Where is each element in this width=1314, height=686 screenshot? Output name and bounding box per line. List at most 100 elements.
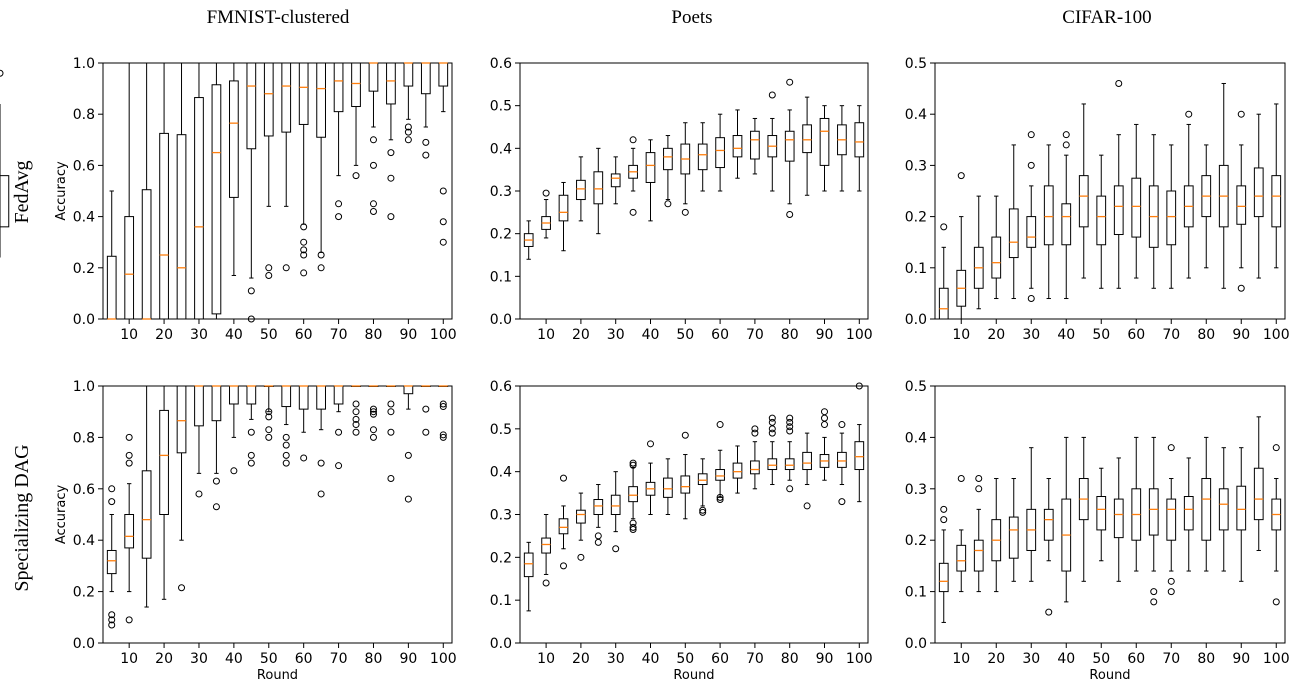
- y-tick-label: 0.2: [73, 585, 95, 601]
- x-tick-label: 60: [295, 327, 313, 343]
- box-10: [124, 62, 135, 320]
- box-35: [211, 62, 222, 320]
- box-body: [368, 62, 379, 92]
- x-tick-label: 100: [846, 327, 873, 343]
- flier-point: [439, 400, 447, 408]
- axes-frame: [934, 385, 1286, 644]
- box-85: [1218, 447, 1229, 572]
- flier-point: [957, 172, 965, 180]
- box-body: [141, 470, 152, 559]
- flier-point: [1185, 110, 1193, 118]
- flier-point: [1027, 295, 1035, 303]
- x-tick-label: 70: [1162, 651, 1180, 667]
- flier-point: [768, 414, 776, 422]
- flier-point: [108, 611, 116, 619]
- flier-point: [1115, 79, 1123, 87]
- y-tick-label: 0.4: [73, 533, 95, 549]
- box-80: [368, 62, 379, 215]
- flier-point: [108, 621, 116, 629]
- x-tick-label: 60: [711, 651, 729, 667]
- x-tick-label: 80: [365, 651, 383, 667]
- box-10: [124, 433, 135, 624]
- flier-point: [940, 516, 948, 524]
- flier-point: [439, 431, 447, 439]
- flier-point: [387, 400, 395, 408]
- box-body: [0, 175, 10, 228]
- box-75: [1183, 110, 1194, 279]
- flier-point: [387, 149, 395, 157]
- box-body: [854, 122, 865, 158]
- box-70: [333, 62, 344, 221]
- x-tick-label: 60: [295, 651, 313, 667]
- flier-point: [387, 428, 395, 436]
- x-tick-label: 20: [155, 651, 173, 667]
- box-body: [194, 97, 204, 320]
- box-5: [938, 505, 949, 623]
- flier-point: [300, 454, 308, 462]
- flier-point: [404, 451, 412, 459]
- y-tick-label: 0.3: [490, 508, 512, 524]
- box-60: [1131, 123, 1142, 279]
- box-70: [750, 117, 760, 175]
- box-30: [1026, 131, 1037, 303]
- flier-point: [300, 246, 308, 254]
- flier-point: [247, 287, 255, 295]
- box-body: [1061, 203, 1072, 246]
- box-100: [854, 382, 865, 503]
- box-55: [697, 122, 708, 192]
- flier-point: [282, 433, 290, 441]
- y-tick-label: 0.1: [905, 261, 927, 277]
- flier-point: [1027, 161, 1035, 169]
- box-body: [697, 473, 708, 486]
- box-80: [1201, 144, 1212, 269]
- box-90: [403, 385, 414, 503]
- box-body: [333, 62, 344, 113]
- box-body: [420, 62, 431, 95]
- box-body: [298, 62, 309, 125]
- flier-point: [786, 485, 794, 493]
- flier-point: [577, 553, 585, 561]
- flier-point: [125, 451, 133, 459]
- box-65: [1148, 436, 1159, 606]
- flier-point: [1150, 598, 1158, 606]
- y-tick-label: 0.1: [490, 269, 512, 285]
- box-body: [1078, 175, 1089, 228]
- x-tick-label: 90: [816, 651, 834, 667]
- y-tick-label: 0.6: [73, 482, 95, 498]
- box-body: [784, 130, 795, 162]
- box-10: [956, 172, 967, 320]
- box-body: [938, 562, 949, 593]
- box-60: [1131, 436, 1142, 572]
- flier-point: [282, 264, 290, 272]
- box-85: [802, 96, 812, 196]
- flier-point: [681, 431, 689, 439]
- x-tick-label: 40: [225, 651, 243, 667]
- x-tick-label: 80: [1197, 651, 1215, 667]
- box-15: [141, 385, 152, 608]
- flier-point: [716, 496, 724, 504]
- x-tick-label: 40: [1057, 327, 1075, 343]
- x-axis-label: Round: [1089, 668, 1130, 683]
- y-tick-label: 0.2: [73, 261, 95, 277]
- box-body: [176, 385, 187, 454]
- box-40: [1061, 436, 1072, 603]
- x-tick-label: 30: [607, 651, 625, 667]
- flier-point: [1150, 588, 1158, 596]
- box-85: [386, 62, 396, 221]
- axes-frame: [519, 385, 869, 644]
- flier-point: [422, 138, 430, 146]
- box-body: [106, 549, 117, 575]
- x-tick-label: 10: [120, 651, 138, 667]
- flier-point: [957, 475, 965, 483]
- flier-point: [821, 421, 828, 429]
- flier-point: [125, 433, 133, 441]
- x-axis-label: Round: [673, 668, 714, 683]
- box-body: [351, 62, 361, 108]
- box-55: [281, 385, 292, 467]
- box-80: [784, 414, 795, 493]
- box-75: [351, 385, 361, 436]
- box-30: [610, 471, 621, 553]
- flier-point: [125, 616, 133, 624]
- x-tick-label: 30: [190, 651, 208, 667]
- y-tick-label: 0.5: [905, 379, 927, 395]
